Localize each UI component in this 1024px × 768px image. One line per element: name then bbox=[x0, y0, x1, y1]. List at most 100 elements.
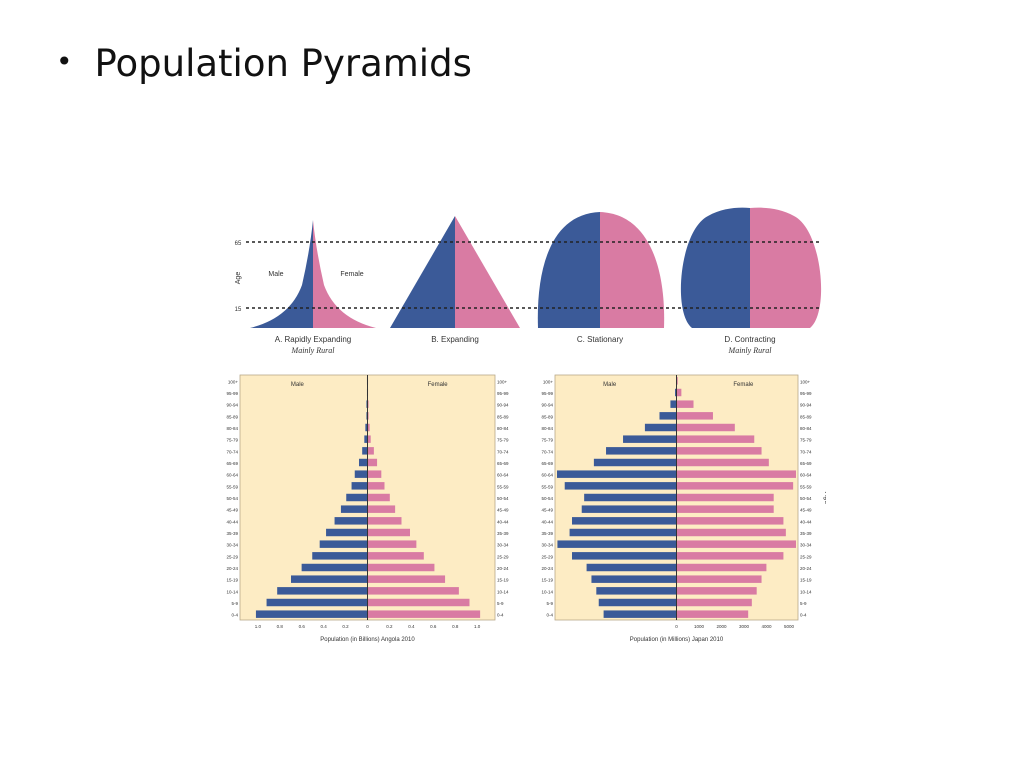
angola-pyramid-age-label-right: 35-39 bbox=[497, 531, 509, 536]
angola-pyramid-age-label-left: 65-69 bbox=[226, 461, 238, 466]
angola-pyramid-age-label-left: 85-89 bbox=[226, 414, 238, 419]
japan-pyramid-male-bar bbox=[603, 610, 677, 618]
shape-D-male-half bbox=[680, 207, 750, 328]
angola-pyramid-tick-label: 0.4 bbox=[321, 624, 328, 629]
japan-pyramid-male-bar bbox=[593, 458, 677, 467]
japan-pyramid-female-bar bbox=[676, 435, 755, 443]
japan-pyramid-age-label-right: 10-14 bbox=[800, 589, 812, 594]
japan-pyramid-male-bar bbox=[586, 563, 677, 572]
angola-pyramid-age-label-right: 95-99 bbox=[497, 391, 509, 396]
angola-pyramid-male-label: Male bbox=[291, 382, 305, 388]
angola-pyramid-male-bar bbox=[326, 528, 368, 537]
japan-pyramid-age-label-right: 80-84 bbox=[800, 426, 812, 431]
angola-pyramid-tick-label: 0.8 bbox=[277, 624, 284, 629]
angola-pyramid-female-bar bbox=[367, 587, 459, 595]
angola-pyramid-tick-label: 1.0 bbox=[474, 624, 481, 629]
angola-pyramid-male-bar bbox=[266, 598, 368, 607]
angola-pyramid-age-label-right: 85-89 bbox=[497, 414, 509, 419]
angola-pyramid-tick-label: 0.6 bbox=[299, 624, 306, 629]
angola-pyramid-age-label-right: 55-59 bbox=[497, 484, 509, 489]
angola-pyramid-age-label-right: 30-34 bbox=[497, 543, 509, 548]
angola-pyramid-age-label-left: 50-54 bbox=[226, 496, 238, 501]
age-axis-label: Age bbox=[235, 272, 242, 285]
angola-pyramid-age-label-right: 15-19 bbox=[497, 578, 509, 583]
angola-pyramid-male-bar bbox=[362, 447, 368, 455]
shape-B-title: B. Expanding bbox=[431, 335, 479, 344]
angola-pyramid-age-label-right: 25-29 bbox=[497, 554, 509, 559]
angola-pyramid-age-label-right: 75-79 bbox=[497, 438, 509, 443]
japan-pyramid-age-label-left: 60-64 bbox=[541, 473, 553, 478]
angola-pyramid-female-bar bbox=[367, 528, 410, 537]
angola-pyramid-female-bar bbox=[367, 575, 446, 583]
model-shape-B: B. Expanding bbox=[390, 216, 520, 344]
angola-pyramid-male-bar bbox=[277, 587, 368, 595]
japan-pyramid-age-label-left: 40-44 bbox=[541, 519, 553, 524]
shape-A-male-label: Male bbox=[268, 271, 283, 278]
angola-pyramid-age-label-right: 60-64 bbox=[497, 473, 509, 478]
shape-C-title: C. Stationary bbox=[577, 335, 623, 344]
japan-pyramid-male-bar bbox=[569, 528, 677, 537]
japan-pyramid-male-bar bbox=[598, 598, 677, 607]
angola-pyramid-age-label-right: 100+ bbox=[497, 379, 508, 384]
japan-pyramid-female-bar bbox=[676, 470, 796, 478]
japan-pyramid-female-bar bbox=[676, 540, 796, 548]
angola-pyramid-tick-label: 0.8 bbox=[452, 624, 459, 629]
age-65-label: 65 bbox=[235, 241, 242, 247]
angola-pyramid-age-label-left: 5-9 bbox=[231, 601, 238, 606]
japan-pyramid-age-label-right: 15-19 bbox=[800, 578, 812, 583]
angola-pyramid-female-bar bbox=[367, 470, 382, 478]
angola-pyramid-female-bar bbox=[367, 505, 396, 513]
angola-pyramid-tick-label: 0.2 bbox=[386, 624, 393, 629]
shape-C-female-half bbox=[600, 212, 665, 328]
japan-pyramid-female-bar bbox=[676, 388, 682, 397]
japan-pyramid-age-label-right: 0-4 bbox=[800, 613, 807, 618]
angola-pyramid-male-bar bbox=[291, 575, 368, 583]
figure-svg: Age 65 15 A. Rapidly Expanding Mainly Rural B… bbox=[226, 207, 826, 643]
japan-pyramid-age-label-left: 80-84 bbox=[541, 426, 553, 431]
japan-pyramid-age-label-left: 55-59 bbox=[541, 484, 553, 489]
model-shapes-panel: Age 65 15 A. Rapidly Expanding Mainly Rural B… bbox=[235, 207, 822, 355]
angola-pyramid-age-label-left: 60-64 bbox=[226, 473, 238, 478]
japan-pyramid-female-bar bbox=[676, 610, 749, 618]
japan-pyramid-xlabel: Population (in Millions) Japan 2010 bbox=[630, 637, 724, 643]
angola-pyramid-female-bar bbox=[367, 400, 369, 408]
japan-pyramid-age-label-right: 25-29 bbox=[800, 554, 812, 559]
angola-pyramid-male-bar bbox=[340, 505, 368, 513]
japan-pyramid-age-label-left: 30-34 bbox=[541, 543, 553, 548]
japan-pyramid-male-bar bbox=[584, 493, 677, 502]
japan-pyramid-male-bar bbox=[572, 552, 677, 560]
shape-A-female-label: Female bbox=[340, 271, 363, 278]
shape-D-subtitle: Mainly Rural bbox=[728, 346, 773, 355]
angola-pyramid-age-label-right: 65-69 bbox=[497, 461, 509, 466]
shape-A-title: A. Rapidly Expanding bbox=[275, 335, 352, 344]
japan-pyramid-female-bar bbox=[676, 598, 752, 607]
angola-pyramid-male-bar bbox=[301, 563, 368, 572]
angola-pyramid-age-label-left: 40-44 bbox=[226, 519, 238, 524]
japan-pyramid-age-label-left: 15-19 bbox=[541, 578, 553, 583]
japan-pyramid-male-bar bbox=[557, 540, 677, 548]
angola-pyramid-male-bar bbox=[312, 552, 368, 560]
angola-pyramid-age-label-left: 35-39 bbox=[226, 531, 238, 536]
japan-pyramid-female-bar bbox=[676, 377, 678, 385]
angola-pyramid-age-label-right: 80-84 bbox=[497, 426, 509, 431]
japan-pyramid-female-bar bbox=[676, 587, 757, 595]
angola-pyramid-female-bar bbox=[367, 552, 424, 560]
angola-pyramid-age-label-left: 100+ bbox=[228, 379, 239, 384]
japan-pyramid-female-bar bbox=[676, 447, 762, 455]
angola-pyramid-age-label-right: 50-54 bbox=[497, 496, 509, 501]
japan-pyramid-age-label-left: 25-29 bbox=[541, 554, 553, 559]
japan-pyramid-female-bar bbox=[676, 575, 762, 583]
japan-pyramid-age-label-left: 90-94 bbox=[541, 403, 553, 408]
angola-pyramid-female-bar bbox=[367, 517, 402, 525]
angola-pyramid-age-label-right: 10-14 bbox=[497, 589, 509, 594]
japan-pyramid-tick-label: 3000 bbox=[739, 624, 750, 629]
angola-pyramid-age-label-right: 40-44 bbox=[497, 519, 509, 524]
angola-pyramid-age-label-right: 5-9 bbox=[497, 601, 504, 606]
japan-pyramid-tick-label: 2000 bbox=[716, 624, 727, 629]
angola-pyramid-age-label-left: 0-4 bbox=[231, 613, 238, 618]
japan-pyramid-female-bar bbox=[676, 423, 735, 432]
angola-pyramid-tick-label: 0.2 bbox=[342, 624, 349, 629]
model-shape-C: C. Stationary bbox=[537, 212, 665, 344]
angola-pyramid-age-label-left: 45-49 bbox=[226, 508, 238, 513]
japan-pyramid-age-label-right: 35-39 bbox=[800, 531, 812, 536]
